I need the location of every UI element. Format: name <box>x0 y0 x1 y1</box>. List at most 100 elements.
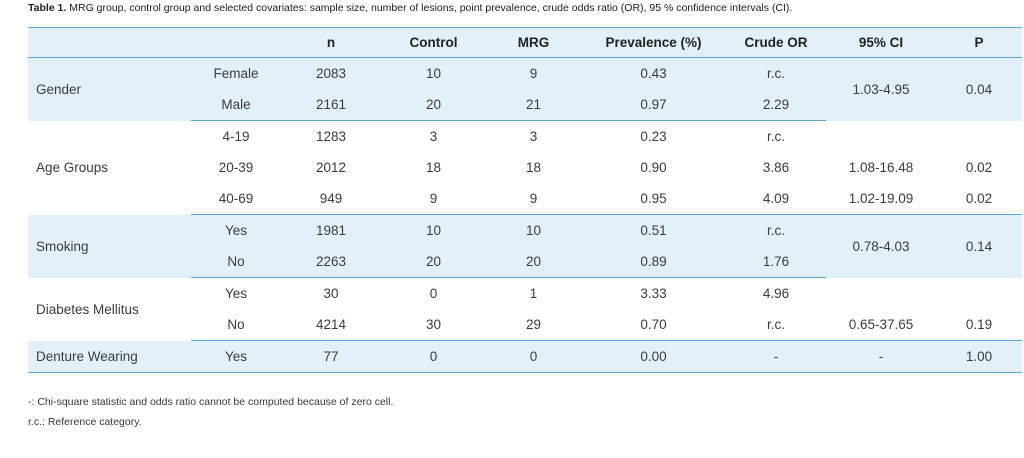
ci-cell <box>826 278 936 310</box>
level-cell: No <box>191 246 281 278</box>
mrg-cell: 0 <box>486 340 581 373</box>
control-cell: 9 <box>381 183 486 215</box>
level-cell: Yes <box>191 340 281 373</box>
mrg-cell: 29 <box>486 309 581 341</box>
variable-age-groups: Age Groups <box>36 160 109 175</box>
header-ci: 95% CI <box>826 27 936 58</box>
n-cell: 949 <box>281 183 381 215</box>
n-cell: 77 <box>281 340 381 373</box>
level-cell: Yes <box>224 286 248 301</box>
p-cell: 0.04 <box>936 57 1022 121</box>
caption-text: MRG group, control group and selected co… <box>69 2 793 14</box>
footnote-zero-cell: -: Chi-square statistic and odds ratio c… <box>28 396 394 408</box>
p-cell: 0.02 <box>965 160 993 175</box>
prevalence-cell: 0.97 <box>581 89 726 121</box>
variable-gender: Gender <box>28 57 191 121</box>
variable-diabetes-mellitus: Diabetes Mellitus <box>36 301 139 317</box>
mrg-cell: 10 <box>486 214 581 246</box>
table-row: No 4214 30 29 0.70 r.c. 0.65-37.65 0.19 <box>28 309 1022 341</box>
p-cell: 0.19 <box>936 309 1022 341</box>
p-cell <box>936 278 1022 310</box>
level-cell: Male <box>191 89 281 121</box>
control-cell: 10 <box>381 57 486 89</box>
table-row: No 2263 20 20 0.89 1.76 <box>28 246 1022 278</box>
table-row: Age Groups 4-19 1283 3 3 0.23 r.c. <box>28 121 1022 175</box>
control-cell: 10 <box>381 214 486 246</box>
header-n: n <box>281 27 381 58</box>
table-row: Gender Female 2083 10 9 0.43 r.c. 1.03-4… <box>28 57 1022 121</box>
mrg-cell: 18 <box>525 160 542 175</box>
n-cell: 2012 <box>315 160 347 175</box>
header-p: P <box>936 27 1022 58</box>
n-cell: 1283 <box>315 129 347 144</box>
p-cell: 0.02 <box>936 183 1022 215</box>
table-row: 40-69 949 9 9 0.95 4.09 1.02-19.09 0.02 <box>28 183 1022 215</box>
ci-cell: 0.78-4.03 <box>826 214 936 278</box>
table-row: Diabetes Mellitus Yes 30 0 1 3.33 4.96 <box>28 278 1022 317</box>
header-prevalence: Prevalence (%) <box>581 27 726 58</box>
ci-cell: 1.03-4.95 <box>826 57 936 121</box>
crude-or-cell: 1.76 <box>726 246 826 278</box>
prevalence-cell: 0.51 <box>581 214 726 246</box>
n-cell: 30 <box>323 286 339 301</box>
results-table: n Control MRG Prevalence (%) Crude OR 95… <box>28 27 1022 373</box>
mrg-cell: 20 <box>486 246 581 278</box>
prevalence-cell: 0.70 <box>581 309 726 341</box>
table-row: Denture Wearing Yes 77 0 0 0.00 - - 1.00 <box>28 340 1022 373</box>
header-variable <box>28 27 191 58</box>
level-cell: Yes <box>191 214 281 246</box>
p-cell: 0.14 <box>936 214 1022 278</box>
n-cell: 2263 <box>281 246 381 278</box>
n-cell: 2161 <box>281 89 381 121</box>
crude-or-cell: 2.29 <box>726 89 826 121</box>
crude-or-cell: r.c. <box>726 57 826 89</box>
level-cell: 40-69 <box>191 183 281 215</box>
prevalence-cell: 0.89 <box>581 246 726 278</box>
crude-or-cell: r.c. <box>726 309 826 341</box>
table-row: 20-39 2012 18 18 0.90 3.86 1.08-16.48 0.… <box>28 152 1022 183</box>
ci-cell: - <box>826 340 936 373</box>
header-crude-or: Crude OR <box>726 27 826 58</box>
ci-cell: 1.08-16.48 <box>848 160 914 175</box>
footnote-reference-category: r.c.: Reference category. <box>28 416 142 428</box>
mrg-cell: 1 <box>529 286 538 301</box>
crude-or-cell: r.c. <box>726 214 826 246</box>
header-mrg: MRG <box>486 27 581 58</box>
n-cell: 1981 <box>281 214 381 246</box>
n-cell: 2083 <box>281 57 381 89</box>
level-cell: No <box>191 309 281 341</box>
crude-or-cell: - <box>726 340 826 373</box>
prevalence-cell: 0.00 <box>581 340 726 373</box>
p-cell <box>936 121 1022 153</box>
caption-label: Table 1. <box>28 2 67 14</box>
crude-or-cell: r.c. <box>766 129 785 144</box>
table-row: Male 2161 20 21 0.97 2.29 <box>28 89 1022 121</box>
crude-or-cell: 4.09 <box>726 183 826 215</box>
n-cell: 4214 <box>281 309 381 341</box>
level-cell: 4-19 <box>222 129 250 144</box>
mrg-cell: 3 <box>529 129 538 144</box>
control-cell: 0 <box>429 286 438 301</box>
prevalence-cell: 0.95 <box>581 183 726 215</box>
prevalence-cell: 0.23 <box>640 129 667 144</box>
ci-cell: 1.02-19.09 <box>826 183 936 215</box>
header-control: Control <box>381 27 486 58</box>
control-cell: 0 <box>381 340 486 373</box>
level-cell: Female <box>191 57 281 89</box>
crude-or-cell: 3.86 <box>762 160 790 175</box>
mrg-cell: 9 <box>486 57 581 89</box>
control-cell: 20 <box>381 246 486 278</box>
mrg-cell: 9 <box>486 183 581 215</box>
control-cell: 3 <box>429 129 438 144</box>
variable-denture-wearing: Denture Wearing <box>28 340 191 373</box>
prevalence-cell: 0.90 <box>640 160 667 175</box>
mrg-cell: 21 <box>486 89 581 121</box>
level-cell: 20-39 <box>218 160 254 175</box>
control-cell: 30 <box>381 309 486 341</box>
control-cell: 20 <box>381 89 486 121</box>
header-level <box>191 27 281 58</box>
variable-smoking: Smoking <box>28 214 191 278</box>
control-cell: 18 <box>425 160 442 175</box>
p-cell: 1.00 <box>936 340 1022 373</box>
ci-cell: 0.65-37.65 <box>826 309 936 341</box>
